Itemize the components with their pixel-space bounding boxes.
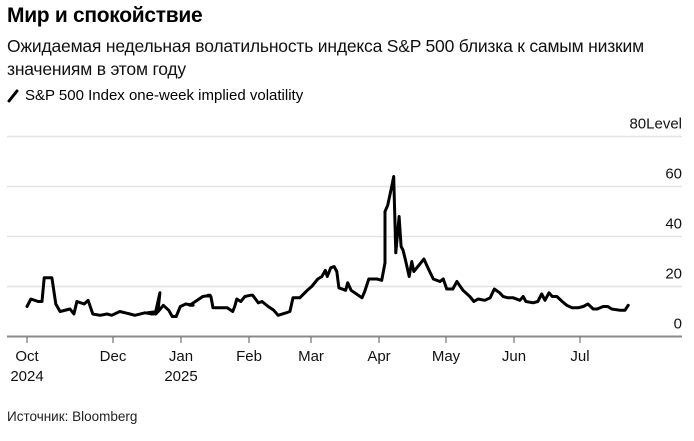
x-tick-year-label: 2024 [10,368,43,385]
x-tick-year-label: 2025 [164,368,197,385]
y-tick-label: 0 [674,316,682,333]
x-tick-label: Feb [236,348,262,365]
legend-label: S&P 500 Index one-week implied volatilit… [25,87,304,104]
source-note: Источник: Bloomberg [7,409,138,424]
y-axis-ticks: 80Level 60 40 20 0 [629,116,682,333]
y-tick-label: 60 [665,166,682,183]
x-tick-label: Jan [169,348,193,365]
x-tick-label: Dec [100,348,127,365]
x-tick-label: Jun [502,348,526,365]
y-tick-label: 40 [665,216,682,233]
gridlines [7,135,682,288]
chart-title: Мир и спокойствие [7,4,203,27]
x-tick-label: Mar [298,348,324,365]
series-line-sp500-implied-volatility [25,175,630,318]
x-tick-label: Jul [570,348,589,365]
y-tick-label: 80Level [629,116,682,133]
x-tick-label: Oct [15,348,39,365]
x-tick-label: Apr [367,348,390,365]
series-group [25,175,630,318]
legend-line-icon [7,89,19,102]
chart-subtitle: Ожидаемая недельная волатильность индекс… [7,36,644,79]
y-tick-label: 20 [665,266,682,283]
legend: S&P 500 Index one-week implied volatilit… [7,87,303,104]
x-tick-label: May [432,348,461,365]
x-axis-ticks: Oct 2024 Dec Jan 2025 Feb Mar Apr May Jun Jul [10,337,590,385]
line-chart: 80Level 60 40 20 0 Oct 2024 Dec Jan 2025 Feb Mar Ap… [7,116,682,385]
